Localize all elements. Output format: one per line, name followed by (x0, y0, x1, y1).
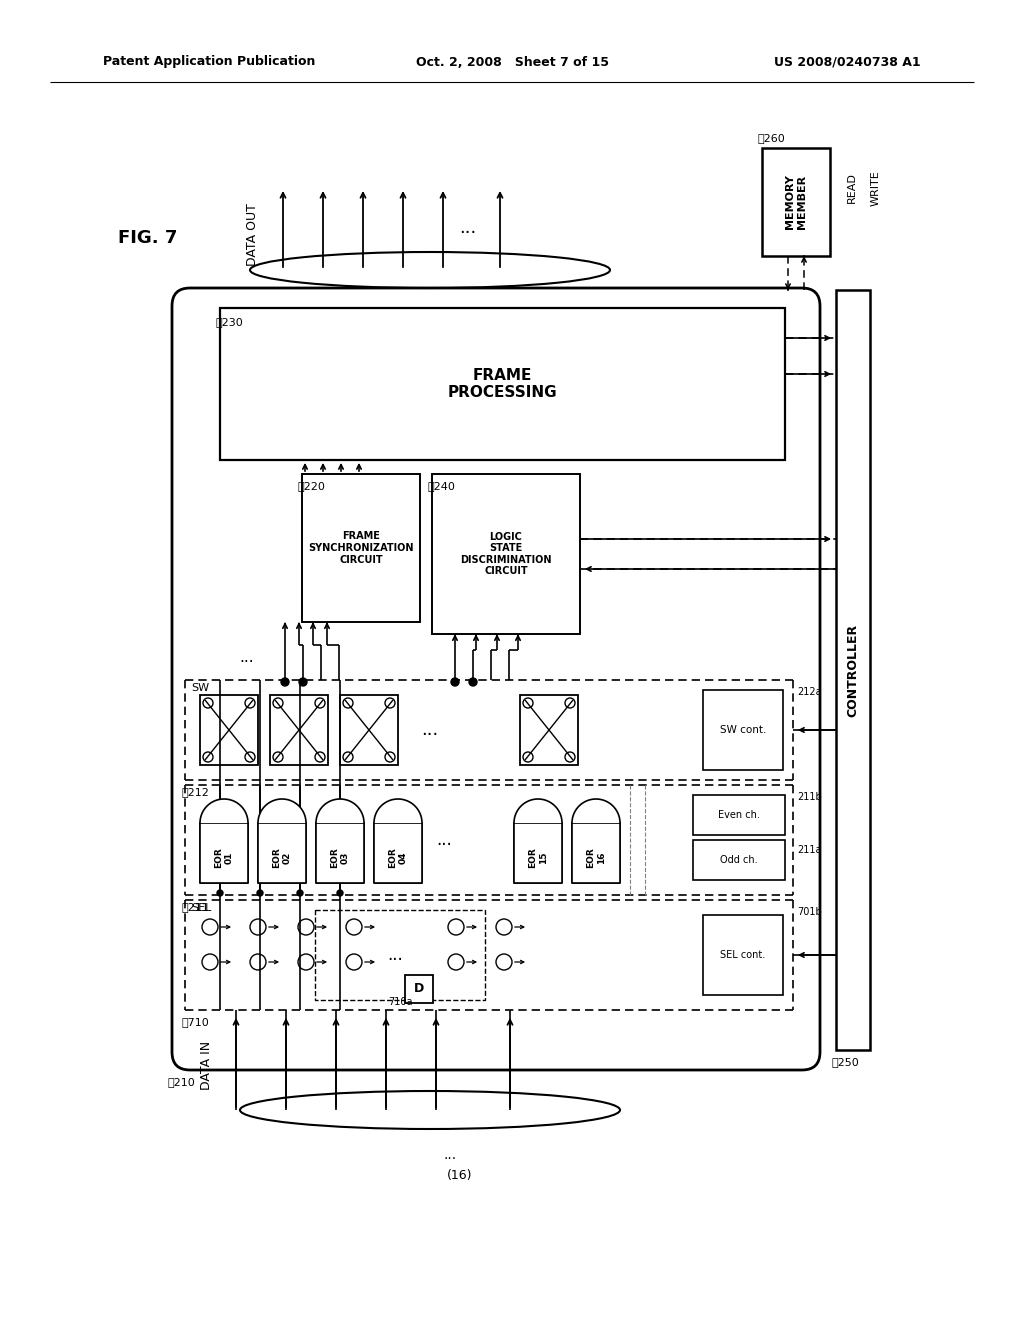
Bar (340, 696, 398, 766)
Circle shape (299, 678, 307, 686)
Text: CONTROLLER: CONTROLLER (847, 623, 859, 717)
Text: ...: ... (436, 832, 452, 849)
Polygon shape (514, 822, 562, 883)
Text: EOR
02: EOR 02 (272, 847, 292, 869)
Bar (302, 474, 420, 622)
Text: EOR
01: EOR 01 (214, 847, 233, 869)
Bar (406, 975, 433, 1003)
FancyBboxPatch shape (172, 288, 820, 1071)
Text: US 2008/0240738 A1: US 2008/0240738 A1 (774, 55, 921, 69)
Text: Oct. 2, 2008   Sheet 7 of 15: Oct. 2, 2008 Sheet 7 of 15 (416, 55, 608, 69)
Polygon shape (200, 822, 248, 883)
Bar (703, 690, 783, 770)
Text: D: D (414, 982, 424, 995)
Text: 〈710: 〈710 (181, 1016, 209, 1027)
Text: 211b: 211b (797, 792, 821, 803)
Text: WRITE: WRITE (871, 170, 881, 206)
Text: 212a: 212a (797, 686, 821, 697)
Text: SW: SW (191, 682, 209, 693)
Text: 〈240: 〈240 (428, 480, 456, 491)
Bar (836, 290, 870, 1049)
Text: LOGIC
STATE
DISCRIMINATION
CIRCUIT: LOGIC STATE DISCRIMINATION CIRCUIT (460, 532, 552, 577)
Text: 〈212: 〈212 (181, 787, 209, 797)
Text: EOR
15: EOR 15 (528, 847, 548, 869)
Circle shape (257, 890, 263, 896)
Text: 〈260: 〈260 (758, 133, 785, 143)
Text: FRAME
PROCESSING: FRAME PROCESSING (447, 368, 557, 400)
Bar (315, 909, 485, 1001)
Text: SEL: SEL (191, 903, 211, 913)
Text: EOR
03: EOR 03 (331, 847, 350, 869)
Text: DATA IN: DATA IN (200, 1040, 213, 1089)
Text: (16): (16) (447, 1168, 473, 1181)
Text: 〈220: 〈220 (298, 480, 326, 491)
Text: ...: ... (460, 219, 476, 238)
Polygon shape (316, 822, 364, 883)
Circle shape (297, 890, 303, 896)
Text: 710a: 710a (388, 997, 413, 1007)
Text: 〈230: 〈230 (216, 317, 244, 327)
Bar (762, 148, 830, 256)
Polygon shape (572, 822, 620, 883)
Polygon shape (258, 822, 306, 883)
Text: Patent Application Publication: Patent Application Publication (103, 55, 315, 69)
Text: SEL cont.: SEL cont. (720, 950, 766, 960)
Bar (432, 474, 580, 634)
Text: FRAME
SYNCHRONIZATION
CIRCUIT: FRAME SYNCHRONIZATION CIRCUIT (308, 532, 414, 565)
Text: Even ch.: Even ch. (718, 810, 760, 820)
Bar (520, 696, 578, 766)
Text: DATA OUT: DATA OUT (247, 203, 259, 267)
Circle shape (217, 890, 223, 896)
Text: MEMORY
MEMBER: MEMORY MEMBER (785, 174, 807, 230)
Bar (220, 308, 785, 459)
Bar (693, 840, 785, 880)
Text: ...: ... (421, 721, 438, 739)
Circle shape (469, 678, 477, 686)
Text: 211a: 211a (797, 845, 821, 855)
Bar (693, 795, 785, 836)
Circle shape (451, 678, 459, 686)
Text: 〈211: 〈211 (181, 902, 209, 912)
Text: FIG. 7: FIG. 7 (118, 228, 177, 247)
Text: SW cont.: SW cont. (720, 725, 766, 735)
Bar (270, 696, 328, 766)
Text: 701b: 701b (797, 907, 821, 917)
Text: Odd ch.: Odd ch. (720, 855, 758, 865)
Circle shape (337, 890, 343, 896)
Text: READ: READ (847, 173, 857, 203)
Text: EOR
04: EOR 04 (388, 847, 408, 869)
Bar (200, 696, 258, 766)
Bar (703, 915, 783, 995)
Text: 〈210: 〈210 (168, 1077, 196, 1086)
Circle shape (281, 678, 289, 686)
Text: EOR
16: EOR 16 (587, 847, 606, 869)
Text: ...: ... (240, 651, 254, 665)
Text: 〈250: 〈250 (831, 1057, 860, 1067)
Polygon shape (374, 822, 422, 883)
Text: ...: ... (443, 1148, 457, 1162)
Text: ...: ... (387, 946, 402, 964)
